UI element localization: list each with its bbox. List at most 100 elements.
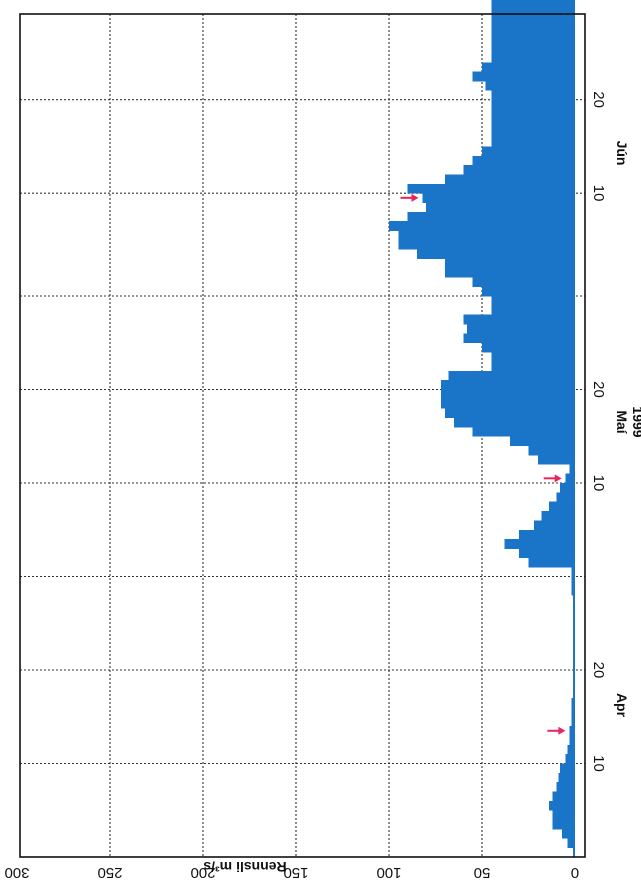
bar-day-14 <box>569 726 575 736</box>
y-tick-label-50: 50 <box>474 864 491 881</box>
bar-day-56 <box>463 333 575 344</box>
bar-day-8 <box>556 782 575 792</box>
bar-day-47 <box>454 417 575 428</box>
bar-day-12 <box>567 744 575 755</box>
bar-day-63 <box>444 267 575 278</box>
bar-day-48 <box>444 408 575 418</box>
x-tick-label-6: 20 <box>590 91 607 108</box>
bar-day-60 <box>491 296 575 306</box>
bar-day-32 <box>528 557 575 568</box>
bar-day-55 <box>482 342 575 353</box>
bar-day-89 <box>491 24 575 35</box>
bar-day-58 <box>463 314 575 325</box>
bar-day-71 <box>422 193 575 203</box>
peak-markers <box>400 193 566 735</box>
bar-day-16 <box>571 707 575 718</box>
bar-day-68 <box>389 221 575 231</box>
bar-day-50 <box>441 389 575 400</box>
marker-arrow-3 <box>400 193 419 202</box>
bar-day-18 <box>573 688 575 699</box>
bar-day-37 <box>541 511 575 521</box>
plot-frame <box>19 13 586 858</box>
bar-day-72 <box>407 183 575 194</box>
bar-day-2 <box>567 838 575 849</box>
bar-day-91 <box>491 6 575 16</box>
bar-day-61 <box>482 286 575 297</box>
y-tick-label-0: 0 <box>571 864 579 881</box>
bar-day-29 <box>571 585 575 596</box>
bar-day-33 <box>519 548 575 559</box>
bar-day-27 <box>573 604 575 615</box>
bar-day-3 <box>561 828 575 839</box>
bar-day-52 <box>448 370 575 381</box>
bar-day-87 <box>491 43 575 54</box>
bar-day-77 <box>491 137 575 147</box>
bar-day-75 <box>472 155 575 166</box>
bar-day-44 <box>528 445 575 456</box>
y-tick-label-150: 150 <box>283 864 308 881</box>
bar-day-4 <box>552 819 575 830</box>
bar-day-22 <box>573 651 575 662</box>
bar-day-92 <box>491 0 575 7</box>
bar-day-25 <box>573 623 575 633</box>
bar-day-76 <box>482 146 575 157</box>
bar-day-59 <box>491 305 575 316</box>
bar-day-49 <box>441 398 575 409</box>
bar-day-80 <box>491 109 575 119</box>
bar-day-82 <box>491 90 575 101</box>
bar-day-38 <box>548 501 575 512</box>
bar-day-39 <box>556 492 575 503</box>
x-tick-label-5: 10 <box>590 185 607 202</box>
bar-day-36 <box>534 520 575 531</box>
bar-day-10 <box>560 763 575 774</box>
bar-day-21 <box>573 660 575 671</box>
bar-day-83 <box>485 80 575 91</box>
bar-day-84 <box>472 71 575 82</box>
bar-day-23 <box>573 641 575 652</box>
x-tick-label-2: 20 <box>590 662 607 679</box>
bar-day-78 <box>491 127 575 138</box>
bar-day-28 <box>573 595 575 605</box>
x-tick-label-1: 10 <box>590 755 607 772</box>
bar-day-30 <box>571 576 575 587</box>
bar-day-5 <box>552 810 575 820</box>
y-tick-label-200: 200 <box>190 864 215 881</box>
bar-day-11 <box>565 754 575 764</box>
bar-day-35 <box>519 529 575 540</box>
bar-day-40 <box>560 483 575 493</box>
bar-day-34 <box>504 539 575 549</box>
bar-day-53 <box>491 361 575 372</box>
bar-day-81 <box>491 99 575 110</box>
bar-day-31 <box>571 567 575 577</box>
y-tick-label-100: 100 <box>376 864 401 881</box>
x-tick-label-4: 20 <box>590 381 607 398</box>
y-axis-title: Rennsli m³/s <box>203 859 286 875</box>
bar-day-88 <box>491 34 575 44</box>
bar-day-13 <box>569 735 575 746</box>
month-label-mai: Maí <box>614 410 630 434</box>
bar-day-6 <box>548 800 575 811</box>
bar-day-62 <box>472 277 575 288</box>
bar-day-85 <box>482 62 575 72</box>
bar-day-1 <box>573 847 575 858</box>
bar-day-46 <box>472 426 575 437</box>
bar-day-15 <box>571 716 575 727</box>
bar-day-42 <box>569 464 575 475</box>
bar-day-20 <box>573 670 575 680</box>
x-tick-label-3: 10 <box>590 475 607 492</box>
bar-day-45 <box>509 436 575 446</box>
flow-series <box>389 0 575 858</box>
bar-day-66 <box>398 239 575 250</box>
bar-day-69 <box>407 211 575 222</box>
bar-day-74 <box>463 165 575 175</box>
marker-arrow-1 <box>547 726 566 735</box>
y-tick-label-300: 300 <box>4 864 29 881</box>
bar-day-70 <box>426 202 575 213</box>
marker-arrow-2 <box>543 474 562 483</box>
x-tick-labels: 10 20 10 20 10 20 <box>590 91 607 772</box>
bar-day-43 <box>537 454 575 465</box>
bar-day-24 <box>573 632 575 643</box>
bar-day-26 <box>573 613 575 624</box>
month-label-apr: Apr <box>614 693 630 718</box>
